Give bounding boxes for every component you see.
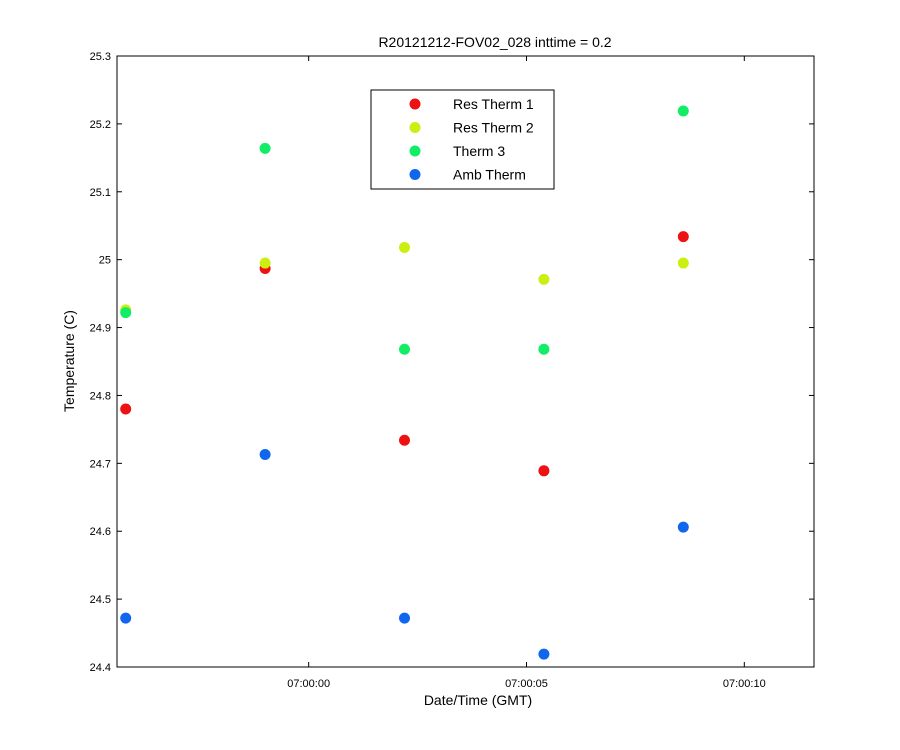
point-amb-therm (399, 612, 411, 624)
point-res-therm-1 (538, 465, 550, 477)
point-res-therm-1 (677, 231, 689, 243)
chart-title: R20121212-FOV02_028 inttime = 0.2 (378, 34, 611, 50)
x-tick-label: 07:00:10 (723, 678, 766, 690)
x-axis-label: Date/Time (GMT) (424, 692, 532, 708)
y-tick-label: 24.5 (90, 594, 111, 606)
point-res-therm-2 (677, 257, 689, 269)
point-res-therm-1 (399, 434, 411, 446)
point-amb-therm (677, 521, 689, 533)
y-tick-label: 25.1 (90, 187, 111, 199)
legend-marker-therm-3 (409, 145, 421, 157)
y-tick-label: 25.3 (90, 51, 111, 63)
legend-label-amb-therm: Amb Therm (453, 167, 526, 183)
y-axis-label: Temperature (C) (61, 310, 77, 412)
legend-label-therm-3: Therm 3 (453, 143, 505, 159)
y-tick-label: 24.4 (90, 662, 111, 674)
legend-label-res-therm-1: Res Therm 1 (453, 96, 534, 112)
legend: Res Therm 1 Res Therm 2 Therm 3 Amb Therm (370, 89, 555, 190)
data-points (120, 105, 689, 660)
point-therm-3 (677, 105, 689, 117)
point-amb-therm (538, 648, 550, 660)
point-amb-therm (120, 612, 132, 624)
legend-marker-res-therm-2 (409, 122, 421, 133)
point-therm-3 (259, 142, 271, 154)
point-res-therm-2 (538, 273, 550, 285)
point-res-therm-1 (120, 403, 132, 415)
point-res-therm-2 (399, 241, 411, 253)
y-tick-label: 25 (99, 255, 111, 267)
y-tick-label: 24.7 (90, 458, 111, 470)
point-amb-therm (259, 449, 271, 461)
x-tick-label: 07:00:05 (505, 678, 548, 690)
y-tick-label: 24.6 (90, 526, 111, 538)
x-tick-label: 07:00:00 (287, 678, 330, 690)
point-res-therm-2 (259, 257, 271, 269)
axis-ticks: 24.4 24.5 24.6 24.7 24.8 24.9 25 25.1 25.2 25.3 07… (90, 51, 814, 690)
legend-marker-amb-therm (409, 169, 421, 180)
point-therm-3 (538, 343, 550, 355)
point-therm-3 (120, 307, 132, 319)
y-tick-label: 25.2 (90, 119, 111, 131)
legend-label-res-therm-2: Res Therm 2 (453, 120, 534, 136)
y-tick-label: 24.9 (90, 323, 111, 335)
legend-box (370, 89, 555, 190)
plot-frame (116, 55, 815, 668)
point-therm-3 (399, 343, 411, 355)
legend-marker-res-therm-1 (409, 98, 421, 110)
y-tick-label: 24.8 (90, 390, 111, 402)
